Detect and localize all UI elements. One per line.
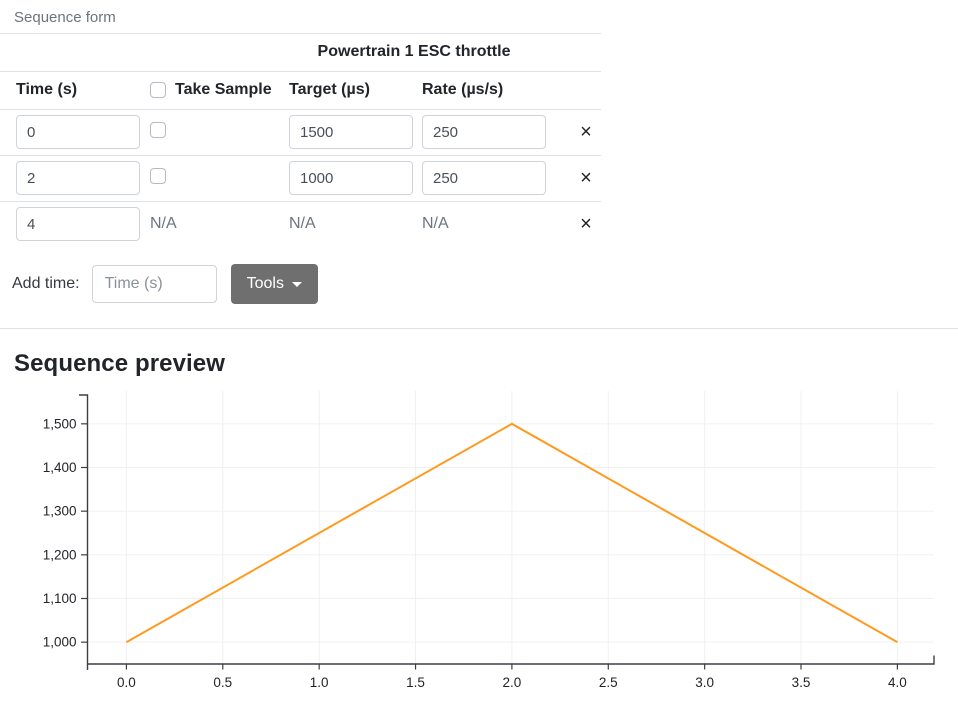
take-sample-checkbox[interactable] xyxy=(150,121,166,138)
divider xyxy=(0,328,958,329)
svg-text:0.5: 0.5 xyxy=(213,675,232,690)
add-time-label: Add time: xyxy=(12,275,80,292)
svg-text:2.0: 2.0 xyxy=(503,675,522,690)
line-chart-svg: 0.0 0.5 1.0 1.5 2.0 2.5 3.0 3.5 4.0 1,000 1,100 1,2… xyxy=(43,391,935,690)
rate-input[interactable] xyxy=(422,115,546,149)
svg-text:1,400: 1,400 xyxy=(43,460,77,475)
delete-row-button[interactable]: × xyxy=(580,166,592,189)
col-header-target: Target (µs) xyxy=(273,71,406,110)
add-time-row: Add time: Tools xyxy=(12,264,958,304)
chevron-down-icon xyxy=(291,281,302,287)
rate-input[interactable] xyxy=(422,161,546,195)
svg-text:1,300: 1,300 xyxy=(43,504,77,519)
x-tick-labels: 0.0 0.5 1.0 1.5 2.0 2.5 3.0 3.5 4.0 xyxy=(117,675,907,690)
gridlines xyxy=(87,391,934,664)
column-header-row: Time (s) Take Sample Target (µs) Rate (µ… xyxy=(0,71,602,110)
tools-button-label: Tools xyxy=(246,275,284,292)
y-tick-labels: 1,000 1,100 1,200 1,300 1,400 1,500 xyxy=(43,416,77,649)
take-sample-na: N/A xyxy=(150,215,177,232)
time-input[interactable] xyxy=(16,207,140,241)
target-input[interactable] xyxy=(289,161,413,195)
target-na: N/A xyxy=(289,215,316,232)
svg-text:2.5: 2.5 xyxy=(599,675,618,690)
target-input[interactable] xyxy=(289,115,413,149)
sequence-row-3: N/A N/A N/A × xyxy=(0,202,601,248)
svg-text:1,200: 1,200 xyxy=(43,547,77,562)
tools-button[interactable]: Tools xyxy=(230,264,318,304)
sequence-preview-title: Sequence preview xyxy=(14,350,226,377)
svg-text:1,500: 1,500 xyxy=(43,416,77,431)
svg-text:1.5: 1.5 xyxy=(406,675,425,690)
sequence-row-1: × xyxy=(0,109,602,156)
delete-row-button[interactable]: × xyxy=(580,212,592,235)
col-header-time: Time (s) xyxy=(0,71,134,110)
channel-header-row: Powertrain 1 ESC throttle xyxy=(0,33,602,72)
rate-na: N/A xyxy=(422,215,449,232)
add-time-input[interactable] xyxy=(91,265,217,303)
axes xyxy=(79,394,935,670)
axis-ticks xyxy=(81,423,898,670)
time-input[interactable] xyxy=(16,161,140,195)
series-line xyxy=(125,422,898,644)
svg-text:1,100: 1,100 xyxy=(43,591,77,606)
svg-text:3.0: 3.0 xyxy=(695,675,714,690)
time-input[interactable] xyxy=(16,115,140,149)
take-sample-all-checkbox[interactable] xyxy=(150,82,166,98)
svg-text:0.0: 0.0 xyxy=(117,675,136,690)
svg-text:1,000: 1,000 xyxy=(43,635,77,650)
col-header-take-sample: Take Sample xyxy=(175,81,272,98)
delete-row-button[interactable]: × xyxy=(580,120,592,143)
channel-header: Powertrain 1 ESC throttle xyxy=(273,33,556,72)
svg-text:1.0: 1.0 xyxy=(310,675,329,690)
sequence-preview-chart: 0.0 0.5 1.0 1.5 2.0 2.5 3.0 3.5 4.0 1,000 1,100 1,2… xyxy=(0,387,958,715)
take-sample-checkbox[interactable] xyxy=(150,167,166,184)
sequence-form-title: Sequence form xyxy=(14,9,116,26)
sequence-table: Powertrain 1 ESC throttle Time (s) Take … xyxy=(0,33,602,248)
sequence-row-2: × xyxy=(0,155,602,202)
svg-text:4.0: 4.0 xyxy=(888,675,907,690)
svg-text:3.5: 3.5 xyxy=(792,675,811,690)
col-header-rate: Rate (µs/s) xyxy=(406,71,556,110)
